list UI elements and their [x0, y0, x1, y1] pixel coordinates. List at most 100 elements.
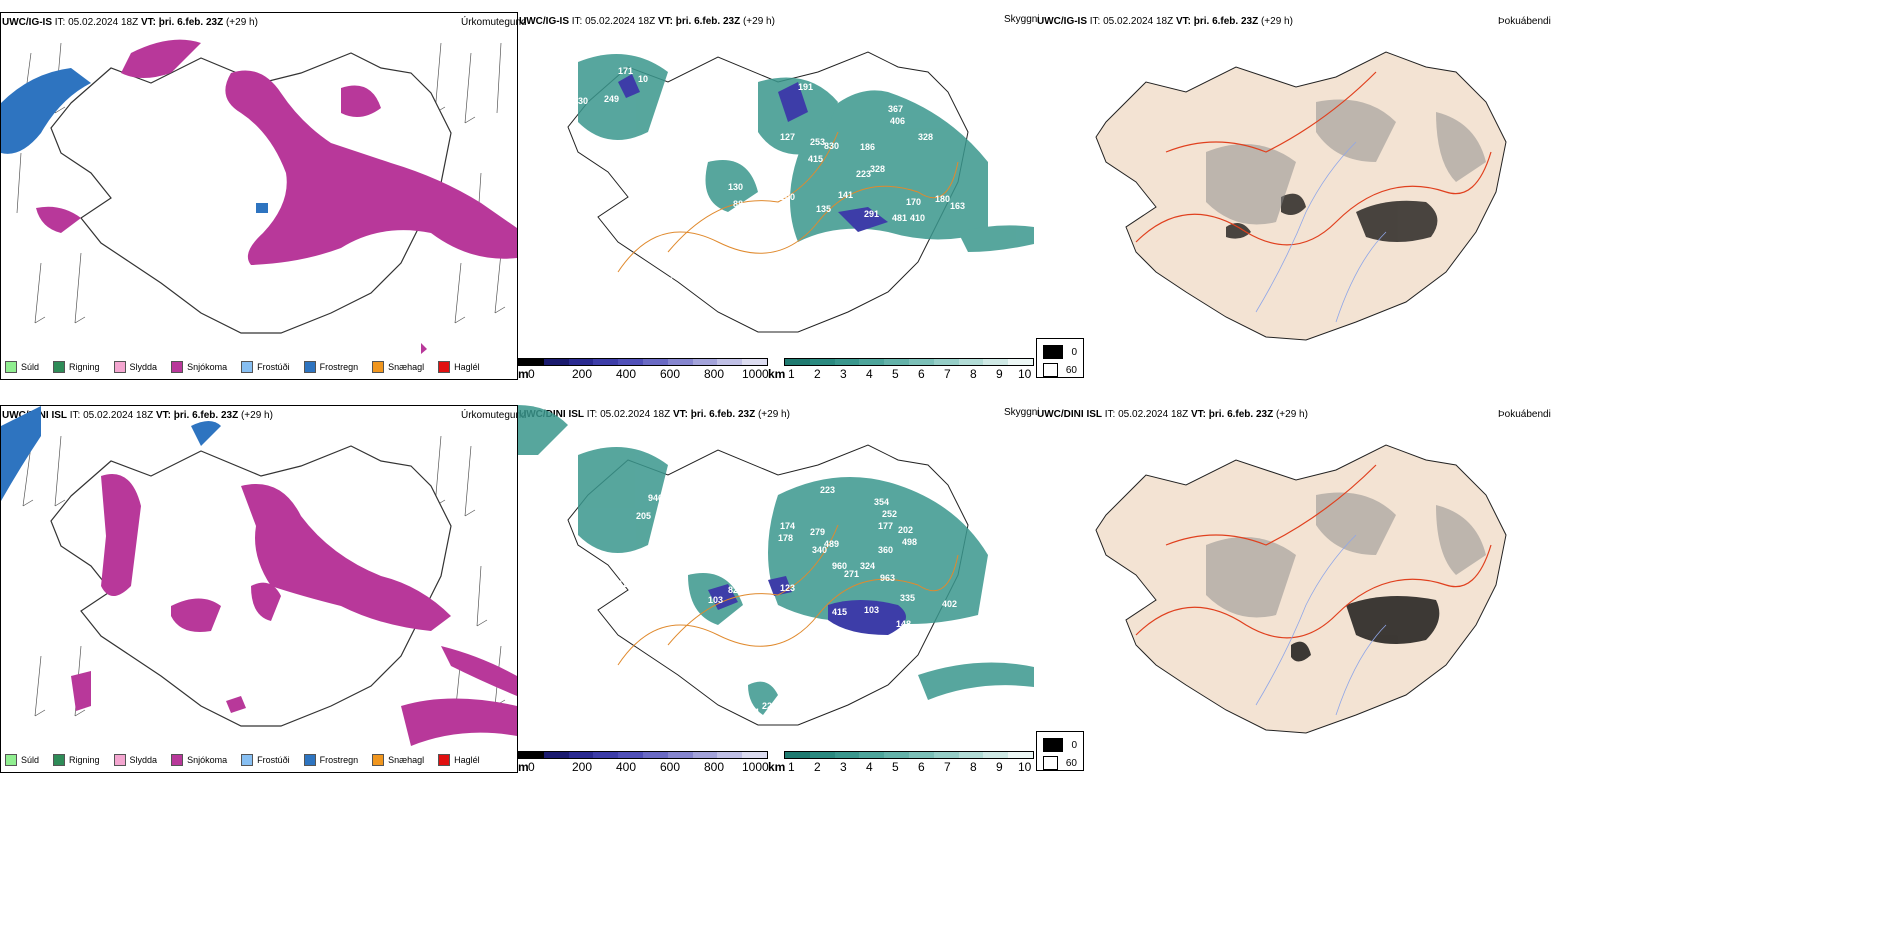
legend-swatch [438, 754, 451, 766]
height-label: 324 [860, 561, 875, 571]
legend-swatch [5, 754, 17, 766]
height-label: 963 [880, 573, 895, 583]
fog-legend-row: 60 [1043, 754, 1077, 772]
visibility-panel-bottom: UWC/DINI ISL IT: 05.02.2024 18Z VT: þri.… [518, 405, 1040, 774]
height-label: 406 [890, 116, 905, 126]
colorbar-tick: 6 [918, 760, 925, 774]
height-label: 271 [844, 569, 859, 579]
height-label: 82 [728, 585, 738, 595]
height-label: 103 [864, 605, 879, 615]
fog-legend-row: 0 [1043, 343, 1077, 361]
fog-panel-bottom: UWC/DINI ISL IT: 05.02.2024 18Z VT: þri.… [1036, 405, 1556, 773]
height-label: 186 [860, 142, 875, 152]
colorbar-step [884, 359, 909, 365]
colorbar-tick: 1 [788, 760, 795, 774]
visibility-panel-label: Skyggni [1004, 14, 1040, 25]
colorbar-step [933, 359, 959, 365]
visibility-fields [578, 54, 1034, 252]
legend-item: Frostúði [241, 361, 290, 373]
legend-swatch [241, 754, 254, 766]
colorbar-tick: 7 [944, 760, 951, 774]
height-label: 340 [812, 545, 827, 555]
rivers [1255, 141, 1387, 323]
precip-map-bottom [1, 406, 517, 746]
colorbar-step [667, 359, 693, 365]
fog-dark-areas [1226, 193, 1438, 242]
colorbar-tick: 5 [892, 760, 899, 774]
height-label: 354 [874, 497, 889, 507]
height-label: 223 [820, 485, 835, 495]
fog-panel-top: UWC/IG-IS IT: 05.02.2024 18Z VT: þri. 6.… [1036, 12, 1556, 380]
colorbar-tick: 2 [814, 760, 821, 774]
height-label: 402 [942, 599, 957, 609]
fog-legend-swatch [1043, 756, 1058, 770]
legend-item: Snjókoma [171, 754, 227, 766]
colorbar-tick: 10 [1018, 760, 1032, 774]
iceland-outline [1095, 51, 1507, 341]
height-label: 335 [900, 593, 915, 603]
colorbar-step [519, 752, 544, 758]
colorbar-step [908, 359, 934, 365]
height-label: 103 [758, 312, 773, 322]
height-label: 127 [780, 132, 795, 142]
height-label: 202 [898, 525, 913, 535]
snow-areas [36, 39, 517, 354]
colorbar-step [519, 359, 544, 365]
colorbar-step [809, 359, 835, 365]
colorbar-tick: 5 [892, 367, 899, 381]
colorbar-tick: 10 [1018, 367, 1032, 381]
precip-map-top [1, 39, 517, 354]
colorbar-tick: 0 [528, 367, 535, 381]
colorbar-tick: 200 [572, 367, 593, 381]
height-label: 252 [882, 509, 897, 519]
fog-panel-label: Þokuábendi [1498, 16, 1551, 27]
cloud-base-labels: 946 205 227 223 354 252 177 202 138 174 … [618, 485, 1011, 717]
colorbar-step [958, 752, 984, 758]
legend-item: Slydda [113, 754, 157, 766]
colorbar-step [859, 752, 885, 758]
legend-item: Rigning [53, 754, 100, 766]
height-label: 205 [636, 511, 651, 521]
height-label: 135 [816, 204, 831, 214]
iceland-outline [1095, 444, 1507, 734]
colorbar-step [983, 752, 1009, 758]
colorbar-unit: km [768, 367, 786, 381]
height-label: 264 [744, 707, 759, 717]
low-cloud-patches [618, 74, 888, 232]
panel-title: UWC/IG-IS IT: 05.02.2024 18Z VT: þri. 6.… [519, 16, 775, 27]
precip-panel-label: Úrkomutegund [461, 410, 527, 421]
colorbar-step [859, 359, 885, 365]
fog-legend-swatch [1043, 363, 1058, 377]
colorbar-tick: 200 [572, 760, 593, 774]
height-label: 291 [864, 209, 879, 219]
road-network [1135, 71, 1492, 246]
height-label: 170 [906, 197, 921, 207]
colorbar-tick: 400 [616, 367, 637, 381]
legend-swatch [438, 361, 451, 373]
colorbar-step [983, 359, 1009, 365]
height-label: 223 [856, 169, 871, 179]
snow-areas [71, 474, 517, 746]
legend-item: Haglél [438, 361, 480, 373]
legend-swatch [372, 754, 385, 766]
height-label: 415 [832, 607, 847, 617]
height-label: 963 [643, 152, 658, 162]
legend-item: Snæhagl [372, 754, 424, 766]
visibility-map-bottom: 946 205 227 223 354 252 177 202 138 174 … [518, 405, 1034, 726]
visibility-panel-label: Skyggni [1004, 407, 1040, 418]
height-label: 328 [918, 132, 933, 142]
height-colorbar: m 0 200 400 600 800 1000 [518, 358, 769, 381]
precip-legend: Súld Rigning Slydda Snjókoma Frostúði Fr… [5, 754, 480, 766]
fog-map-bottom [1095, 444, 1507, 734]
height-label: 163 [950, 201, 965, 211]
colorbar-unit: km [768, 760, 786, 774]
height-label: 123 [780, 583, 795, 593]
colorbar-step [742, 752, 767, 758]
height-label: 481 [892, 213, 907, 223]
height-label: 191 [798, 82, 813, 92]
height-label: 249 [604, 94, 619, 104]
precip-legend: Súld Rigning Slydda Snjókoma Frostúði Fr… [5, 361, 480, 373]
colorbar-tick: 600 [660, 367, 681, 381]
height-label: 221 [762, 701, 777, 711]
fog-legend-row: 0 [1043, 736, 1077, 754]
